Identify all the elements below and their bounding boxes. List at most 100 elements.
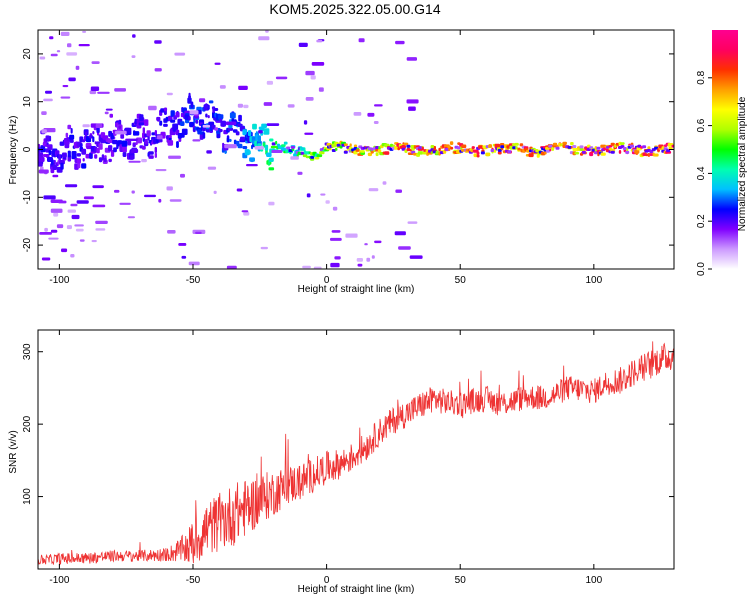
heatmap-cell [154,40,162,44]
heatmap-cell [261,123,267,128]
heatmap-cell [248,150,251,155]
heatmap-cell [122,146,127,153]
heatmap-cell [622,147,627,150]
heatmap-cell [133,131,140,136]
heatmap-cell [195,231,202,234]
heatmap-cell [181,128,188,135]
heatmap-cell [610,150,615,154]
heatmap-cell [600,152,606,156]
heatmap-cell [199,98,206,103]
heatmap-cell [644,153,649,157]
heatmap-cell [62,152,67,158]
heatmap-cell [136,137,142,144]
heatmap-cell [88,135,94,139]
heatmap-cell [265,30,269,33]
heatmap-cell [647,146,651,150]
heatmap-cell [303,120,308,125]
heatmap-cell [129,155,134,160]
heatmap-cell [642,152,646,157]
heatmap-cell [291,148,295,152]
heatmap-cell [122,152,127,157]
heatmap-cell [306,193,311,198]
heatmap-cell [132,34,136,38]
heatmap-cell [290,156,299,160]
heatmap-cell [174,52,186,56]
heatmap-cell [192,139,201,142]
heatmap-cell [189,110,199,115]
heatmap-cell [144,119,149,126]
heatmap-cell [408,106,416,111]
y-tick-label: -10 [22,190,33,205]
heatmap-cell [286,146,291,150]
heatmap-cell [76,158,81,164]
heatmap-cell [433,145,436,150]
heatmap-cell [298,42,308,47]
heatmap-cell [74,224,84,227]
heatmap-cell [41,111,47,115]
heatmap-cell [406,144,411,148]
heatmap-cell [118,125,122,129]
heatmap-cell [70,128,73,134]
heatmap-cell [654,146,659,150]
heatmap-cell [60,162,64,170]
heatmap-cell [146,130,151,137]
heatmap-cell [95,123,103,128]
heatmap-cell [512,146,517,150]
heatmap-cell [76,153,81,157]
snr-panel: -100 -50 0 50 100 100 200 300 Height of straigh… [8,329,675,595]
heatmap-cell [71,214,80,220]
heatmap-cell [548,144,553,148]
heatmap-cell [65,132,69,138]
heatmap-cell [297,171,303,175]
heatmap-cell [188,261,200,266]
heatmap-cell [226,265,237,269]
heatmap-cell [48,150,52,156]
heatmap-cell [92,204,106,208]
heatmap-cell [71,151,77,157]
heatmap-cell [562,141,567,145]
spectrogram-y-label: Frequency (Hz) [8,116,19,185]
colorbar-label: Normalized spectral amplitude [737,96,748,231]
heatmap-cell [49,135,52,142]
heatmap-cell [112,139,118,145]
heatmap-cell [220,120,226,127]
heatmap-cell [360,150,365,153]
heatmap-cell [95,228,106,231]
heatmap-cell [480,151,485,155]
heatmap-cell [53,212,59,217]
heatmap-cell [330,262,340,268]
heatmap-cell [119,202,131,205]
colorbar-tick-label: 0.6 [696,118,707,132]
heatmap-cell [65,184,78,188]
heatmap-cell [207,115,210,119]
heatmap-cell [90,86,100,91]
heatmap-cell [579,147,584,151]
heatmap-cell [490,149,495,152]
heatmap-cell [121,140,128,147]
heatmap-cell [488,144,492,148]
heatmap-cell [258,36,270,41]
heatmap-cell [649,153,654,156]
heatmap-cell [229,138,232,142]
heatmap-cell [283,141,288,145]
heatmap-cell [38,169,49,174]
heatmap-cell [349,143,352,147]
spectrogram-x-label: Height of straight line (km) [298,284,415,295]
heatmap-cell [236,188,243,192]
heatmap-cell [519,143,524,147]
heatmap-cell [266,80,273,85]
heatmap-cell [353,112,362,116]
chart-title: KOM5.2025.322.05.00.G14 [269,1,440,17]
heatmap-cell [461,144,467,149]
heatmap-cell [38,152,44,156]
heatmap-cell [409,255,423,259]
y-tick-label: 20 [22,48,33,60]
heatmap-cell [169,199,182,202]
heatmap-cell [476,151,480,155]
heatmap-cell [579,145,584,149]
heatmap-cell [127,127,132,133]
heatmap-cell [172,123,179,130]
heatmap-cell [334,256,341,260]
heatmap-cell [264,144,269,151]
heatmap-cell [395,189,402,193]
